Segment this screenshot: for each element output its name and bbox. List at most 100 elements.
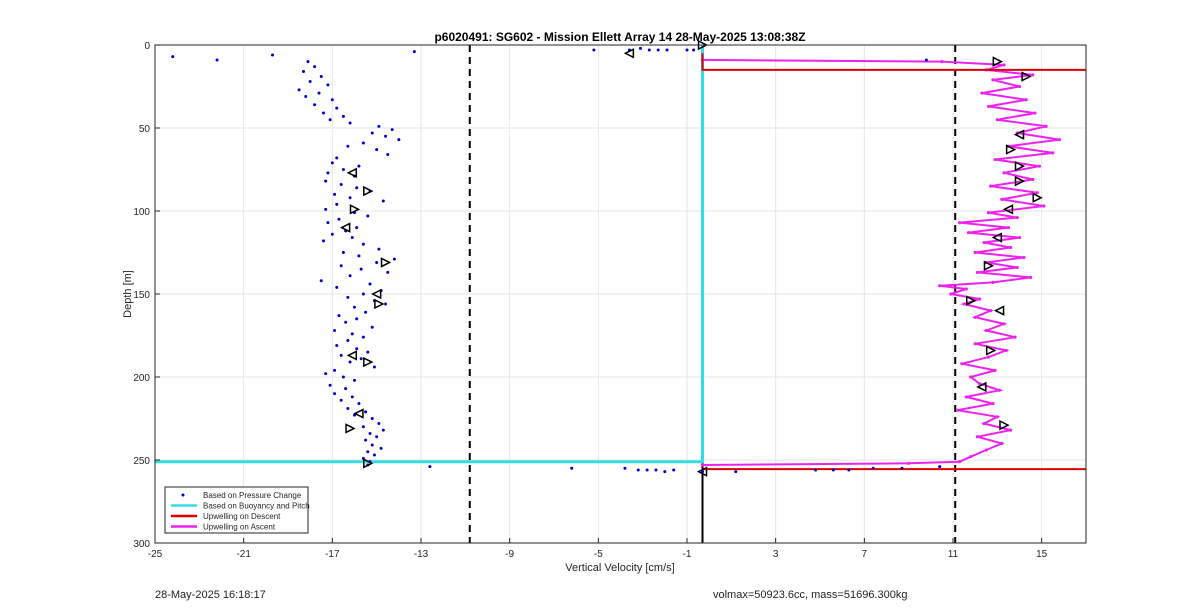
direction-marker (346, 167, 358, 179)
upwelling-ascent-point (1051, 151, 1055, 155)
pressure-change-point (317, 91, 321, 95)
pressure-change-point (344, 387, 348, 391)
pressure-change-point (355, 347, 359, 351)
upwelling-descent-line (701, 53, 1086, 71)
upwelling-ascent-point (978, 297, 982, 301)
upwelling-ascent-point (1057, 138, 1061, 142)
direction-marker (985, 345, 997, 356)
upwelling-ascent-point (978, 382, 982, 386)
direction-marker (349, 204, 361, 215)
pressure-change-point (924, 58, 928, 62)
upwelling-ascent-point (989, 184, 993, 188)
pressure-change-point (335, 202, 339, 206)
upwelling-ascent-point (949, 292, 953, 296)
pressure-change-point (847, 468, 851, 472)
pressure-change-point (339, 353, 343, 357)
upwelling-ascent-point (1031, 177, 1035, 182)
upwelling-ascent-point (1044, 124, 1048, 128)
pressure-change-point (171, 55, 175, 59)
upwelling-ascent-point (958, 221, 962, 225)
y-tick-label: 150 (133, 290, 150, 301)
pressure-change-point (355, 317, 359, 321)
pressure-change-point (654, 468, 658, 472)
upwelling-ascent-point (1017, 84, 1022, 89)
pressure-change-point (357, 164, 361, 168)
upwelling-ascent-point (969, 375, 973, 379)
upwelling-ascent-point (991, 401, 995, 406)
pressure-change-point (397, 138, 401, 142)
pressure-change-point (350, 395, 354, 399)
pressure-change-point (328, 118, 332, 122)
upwelling-ascent-point (700, 463, 705, 467)
pressure-change-point (390, 128, 394, 132)
pressure-change-point (381, 428, 385, 432)
direction-marker (993, 305, 1005, 316)
direction-marker (353, 408, 364, 419)
upwelling-ascent-point (980, 91, 984, 95)
direction-marker (1013, 129, 1025, 140)
direction-marker (1014, 175, 1026, 187)
pressure-change-point (361, 141, 365, 145)
direction-marker (1021, 71, 1032, 82)
pressure-change-point (341, 168, 345, 171)
upwelling-ascent-point (1000, 197, 1004, 201)
upwelling-ascent-point (1002, 63, 1006, 67)
upwelling-ascent-point (1009, 245, 1013, 250)
pressure-change-point (386, 270, 390, 274)
pressure-change-point (361, 242, 365, 246)
y-tick-label: 50 (139, 124, 151, 135)
direction-marker (345, 423, 356, 434)
pressure-change-point (346, 338, 350, 342)
legend-swatch (181, 493, 185, 497)
pressure-change-point (370, 417, 374, 420)
x-tick-label: 15 (1036, 549, 1048, 560)
pressure-change-point (647, 48, 651, 52)
pressure-change-point (368, 282, 372, 286)
pressure-change-point (341, 114, 345, 118)
pressure-change-point (355, 226, 359, 230)
pressure-change-point (339, 182, 343, 186)
upwelling-ascent-point (1002, 322, 1006, 326)
pressure-change-point (350, 332, 354, 336)
legend-label: Upwelling on Ascent (203, 523, 276, 532)
pressure-change-point (386, 153, 390, 157)
pressure-change-point (359, 357, 363, 361)
pressure-change-point (377, 247, 381, 251)
pressure-change-point (384, 302, 388, 306)
upwelling-ascent-point (1013, 335, 1017, 339)
x-tick-label: -5 (594, 549, 603, 560)
pressure-change-point (355, 186, 359, 190)
pressure-change-point (321, 239, 325, 243)
pressure-change-point (701, 470, 705, 474)
pressure-change-point (328, 383, 332, 387)
upwelling-ascent-point (991, 78, 995, 82)
direction-marker (1005, 144, 1017, 155)
upwelling-ascent-point (973, 250, 977, 255)
direction-marker (1002, 204, 1014, 215)
direction-marker (1032, 192, 1043, 203)
upwelling-ascent-point (938, 284, 942, 288)
pressure-change-point (361, 292, 365, 296)
upwelling-ascent-point (1042, 204, 1046, 208)
upwelling-ascent-point (997, 388, 1002, 392)
pressure-change-point (326, 221, 330, 225)
pressure-change-point (734, 470, 738, 474)
pressure-change-point (341, 375, 345, 379)
upwelling-ascent-point (966, 230, 971, 235)
pressure-change-point (366, 350, 370, 354)
direction-marker (380, 257, 392, 268)
pressure-change-point (871, 466, 875, 470)
upwelling-ascent-point (1000, 441, 1004, 445)
pressure-change-point (368, 431, 372, 435)
pressure-change-point (372, 365, 376, 369)
pressure-change-point (384, 134, 388, 138)
direction-marker (339, 222, 351, 233)
x-tick-label: 3 (773, 549, 779, 560)
pressure-change-point (381, 199, 385, 203)
pressure-change-point (364, 410, 368, 414)
direction-marker (999, 419, 1010, 431)
direction-marker (363, 185, 374, 197)
legend-label: Based on Buoyancy and Pitch (203, 502, 310, 511)
direction-marker (983, 260, 995, 271)
